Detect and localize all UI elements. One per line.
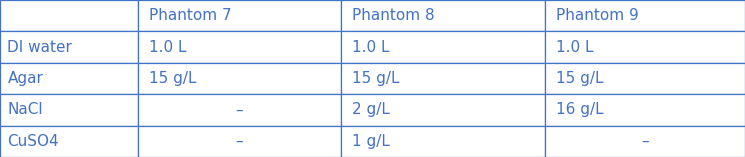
Bar (545, 31, 745, 63)
Bar (341, 63, 545, 94)
Text: Phantom 9: Phantom 9 (556, 8, 638, 23)
Bar (545, 0, 745, 31)
Text: Phantom 7: Phantom 7 (149, 8, 232, 23)
Text: Agar: Agar (7, 71, 43, 86)
Bar (138, 94, 341, 126)
Text: 1.0 L: 1.0 L (556, 40, 593, 55)
Bar (341, 126, 545, 157)
Text: –: – (235, 134, 244, 149)
Text: DI water: DI water (7, 40, 72, 55)
Bar (0, 31, 138, 63)
Bar (0, 126, 138, 157)
Bar (138, 63, 341, 94)
Text: 15 g/L: 15 g/L (556, 71, 603, 86)
Text: 1.0 L: 1.0 L (352, 40, 390, 55)
Text: –: – (235, 102, 244, 117)
Bar (138, 0, 341, 31)
Bar (341, 0, 545, 31)
Bar (341, 94, 545, 126)
Text: 1 g/L: 1 g/L (352, 134, 390, 149)
Bar (545, 126, 745, 157)
Bar (0, 0, 138, 31)
Text: 15 g/L: 15 g/L (149, 71, 197, 86)
Bar (341, 31, 545, 63)
Text: NaCl: NaCl (7, 102, 43, 117)
Text: 1.0 L: 1.0 L (149, 40, 186, 55)
Text: 16 g/L: 16 g/L (556, 102, 603, 117)
Bar (545, 94, 745, 126)
Text: 15 g/L: 15 g/L (352, 71, 400, 86)
Bar (0, 94, 138, 126)
Bar (138, 126, 341, 157)
Text: Phantom 8: Phantom 8 (352, 8, 435, 23)
Text: CuSO4: CuSO4 (7, 134, 59, 149)
Bar (138, 31, 341, 63)
Text: –: – (641, 134, 649, 149)
Text: 2 g/L: 2 g/L (352, 102, 390, 117)
Bar (545, 63, 745, 94)
Bar (0, 63, 138, 94)
